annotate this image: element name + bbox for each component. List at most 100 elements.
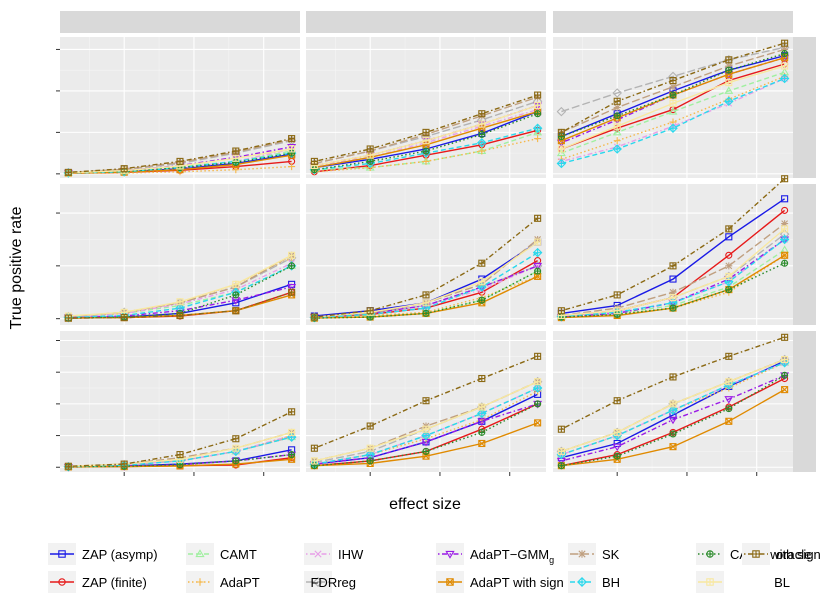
series-path	[68, 436, 292, 468]
series-line	[64, 408, 296, 470]
panel	[306, 37, 546, 178]
data-point	[557, 462, 565, 470]
series-line	[557, 371, 789, 470]
data-point	[366, 457, 374, 465]
data-point	[421, 430, 431, 441]
legend-key	[304, 571, 332, 593]
data-point	[232, 457, 240, 465]
data-point	[725, 405, 733, 413]
legend-key	[436, 571, 464, 593]
data-point	[532, 247, 543, 258]
column-strip	[306, 11, 546, 33]
column-strip	[60, 11, 300, 33]
data-point	[668, 405, 678, 415]
data-point	[422, 447, 430, 455]
data-point	[478, 439, 486, 448]
data-point	[781, 206, 789, 214]
data-point	[557, 128, 565, 136]
legend-label: FDRreg	[310, 575, 356, 590]
data-point	[781, 333, 789, 341]
data-point	[478, 403, 486, 411]
legend-key	[186, 571, 214, 593]
data-point	[725, 56, 733, 64]
data-point	[725, 272, 733, 280]
data-point	[781, 251, 789, 259]
legend-label: AdaPT−GMMg	[470, 547, 554, 565]
data-point	[310, 444, 318, 452]
panel	[60, 331, 300, 472]
series-line	[557, 39, 789, 136]
data-point	[422, 157, 430, 165]
data-point	[669, 373, 677, 381]
series-path	[68, 152, 292, 174]
series-path	[561, 46, 785, 113]
data-point	[310, 457, 318, 465]
legend-key-marker	[577, 577, 587, 587]
series-path	[314, 108, 538, 167]
data-point	[533, 127, 543, 136]
data-point	[613, 452, 621, 460]
legend-key-marker	[313, 577, 323, 587]
row-strip-bg	[792, 331, 816, 472]
data-point	[724, 396, 734, 404]
legend-label: oracle	[776, 547, 811, 562]
legend-label: CAMT	[220, 547, 257, 562]
data-point	[422, 309, 430, 317]
data-point	[613, 428, 621, 436]
data-point	[612, 144, 622, 154]
data-point	[668, 107, 678, 115]
data-point	[725, 251, 733, 259]
series-line	[557, 333, 789, 433]
series-path	[561, 63, 785, 150]
legend-label: BL	[774, 575, 790, 590]
data-point	[557, 447, 565, 455]
data-point	[781, 175, 789, 183]
series-line	[310, 378, 542, 465]
data-point	[534, 267, 542, 275]
data-point	[478, 278, 486, 286]
legend-label-text: ZAP (finite)	[82, 575, 147, 590]
legend-label-text: AdaPT−GMM	[470, 547, 549, 562]
data-point	[534, 378, 542, 386]
data-point	[478, 120, 486, 128]
data-point	[725, 352, 733, 360]
data-point	[781, 371, 789, 379]
data-point	[287, 284, 297, 292]
legend-key-marker	[752, 550, 760, 558]
data-point	[534, 91, 542, 99]
column-strip	[553, 11, 793, 33]
data-point	[478, 296, 486, 304]
legend-label-text: ZAP (asymp)	[82, 547, 158, 562]
data-point	[422, 299, 430, 307]
data-point	[478, 374, 486, 383]
column-strip-bg	[553, 11, 793, 33]
series-line	[64, 288, 296, 322]
data-point	[120, 314, 128, 322]
row-strip	[792, 184, 816, 325]
panel	[553, 37, 793, 178]
legend-label-subscript: g	[549, 555, 554, 565]
data-point	[478, 428, 486, 436]
data-point	[534, 214, 542, 222]
data-point	[781, 386, 789, 394]
series-line	[556, 73, 790, 169]
data-point	[532, 383, 543, 393]
data-point	[288, 262, 296, 270]
data-point	[781, 195, 789, 203]
data-point	[725, 79, 733, 87]
data-point	[669, 304, 677, 312]
legend-key	[568, 543, 596, 565]
series-line	[310, 91, 542, 165]
data-point	[613, 137, 621, 145]
data-point	[366, 444, 374, 452]
legend-label: ZAP (finite)	[82, 575, 147, 590]
series-line	[557, 175, 789, 315]
data-point	[366, 157, 374, 165]
data-point	[556, 106, 567, 117]
data-point	[422, 397, 430, 405]
legend-key	[48, 543, 76, 565]
data-point	[478, 147, 486, 155]
legend-key	[436, 543, 464, 565]
series-path	[561, 198, 785, 315]
legend-key-marker	[706, 550, 714, 558]
